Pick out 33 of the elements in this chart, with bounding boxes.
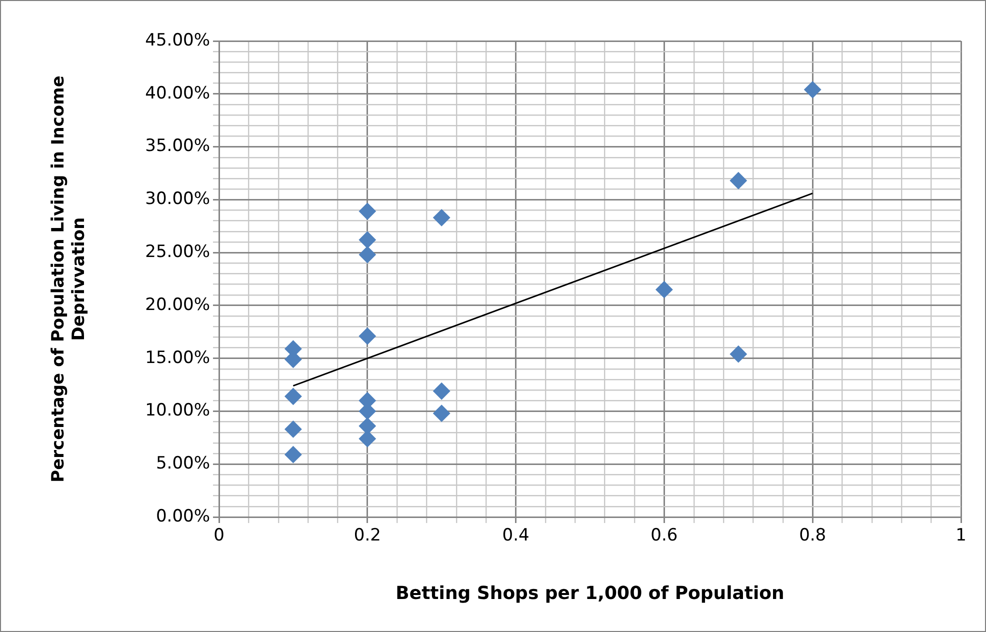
y-tick-label: 0.00% — [156, 506, 210, 526]
x-tick-label: 0.2 — [354, 526, 381, 546]
y-tick-label: 30.00% — [145, 189, 210, 210]
y-tick-label: 5.00% — [156, 454, 210, 474]
x-tick-label: 1 — [956, 526, 966, 546]
x-tick-label: 0.6 — [650, 526, 678, 546]
point — [730, 346, 747, 363]
point — [284, 420, 302, 438]
y-tick-label: 20.00% — [145, 294, 210, 315]
point — [730, 172, 747, 190]
point — [433, 209, 450, 226]
point — [433, 382, 450, 400]
point — [358, 231, 376, 248]
y-axis-title: Percentage of Population Living in Income Deprivvation — [48, 76, 90, 482]
point — [284, 388, 302, 405]
point — [358, 328, 376, 345]
x-tick-label: 0.4 — [502, 526, 530, 546]
point — [433, 404, 450, 422]
x-tick-label: 0.8 — [799, 526, 826, 546]
point — [284, 446, 302, 464]
y-tick-label: 40.00% — [145, 83, 210, 104]
y-tick-label: 35.00% — [145, 136, 210, 156]
point — [358, 246, 376, 264]
point — [358, 202, 376, 220]
point — [656, 281, 673, 298]
y-tick-label: 15.00% — [145, 348, 210, 368]
y-tick-label: 10.00% — [145, 400, 210, 421]
point — [804, 81, 822, 98]
x-tick-label: 0 — [214, 526, 224, 546]
y-tick-label: 45.00% — [145, 30, 210, 50]
point — [358, 430, 376, 448]
x-axis-title: Betting Shops per 1,000 of Population — [396, 582, 784, 604]
y-tick-label: 25.00% — [145, 242, 210, 262]
